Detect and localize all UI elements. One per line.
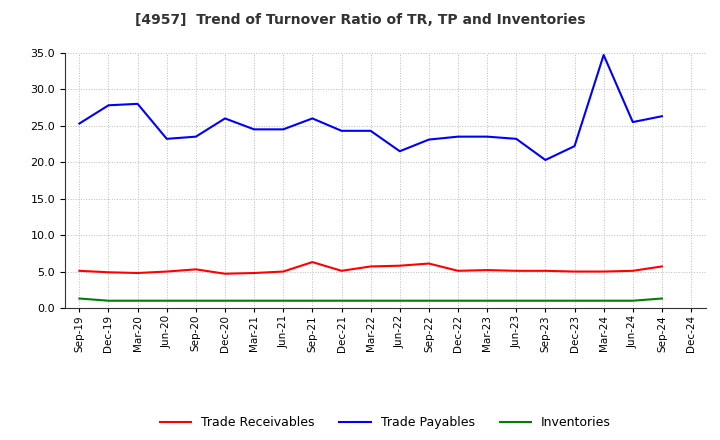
Trade Payables [512,136,521,142]
Inventories [395,298,404,303]
Inventories [425,298,433,303]
Inventories [541,298,550,303]
Trade Receivables [104,270,113,275]
Inventories [192,298,200,303]
Line: Trade Receivables: Trade Receivables [79,262,662,274]
Trade Payables [220,116,229,121]
Trade Payables [454,134,462,139]
Inventories [599,298,608,303]
Inventories [250,298,258,303]
Trade Receivables [366,264,375,269]
Trade Payables [629,119,637,125]
Trade Payables [541,158,550,163]
Inventories [366,298,375,303]
Trade Receivables [75,268,84,273]
Trade Payables [75,121,84,126]
Trade Receivables [250,270,258,275]
Inventories [220,298,229,303]
Trade Receivables [512,268,521,273]
Trade Receivables [629,268,637,273]
Inventories [308,298,317,303]
Inventories [104,298,113,303]
Trade Payables [308,116,317,121]
Trade Receivables [133,270,142,275]
Inventories [75,296,84,301]
Trade Payables [395,149,404,154]
Trade Receivables [483,268,492,273]
Trade Receivables [425,261,433,266]
Trade Payables [279,127,287,132]
Trade Receivables [308,260,317,265]
Trade Receivables [570,269,579,274]
Trade Receivables [541,268,550,273]
Trade Receivables [163,269,171,274]
Line: Inventories: Inventories [79,298,662,301]
Trade Payables [599,52,608,58]
Trade Receivables [454,268,462,273]
Inventories [483,298,492,303]
Trade Receivables [599,269,608,274]
Inventories [279,298,287,303]
Trade Payables [104,103,113,108]
Text: [4957]  Trend of Turnover Ratio of TR, TP and Inventories: [4957] Trend of Turnover Ratio of TR, TP… [135,13,585,27]
Trade Payables [483,134,492,139]
Trade Receivables [279,269,287,274]
Inventories [629,298,637,303]
Trade Payables [366,128,375,133]
Inventories [133,298,142,303]
Inventories [570,298,579,303]
Trade Payables [192,134,200,139]
Trade Receivables [395,263,404,268]
Trade Payables [163,136,171,142]
Trade Receivables [657,264,666,269]
Inventories [512,298,521,303]
Inventories [657,296,666,301]
Trade Payables [425,137,433,142]
Line: Trade Payables: Trade Payables [79,55,662,160]
Inventories [163,298,171,303]
Trade Receivables [337,268,346,273]
Trade Payables [250,127,258,132]
Trade Payables [570,143,579,149]
Trade Payables [337,128,346,133]
Inventories [454,298,462,303]
Trade Receivables [192,267,200,272]
Inventories [337,298,346,303]
Trade Receivables [220,271,229,276]
Legend: Trade Receivables, Trade Payables, Inventories: Trade Receivables, Trade Payables, Inven… [155,411,616,434]
Trade Payables [657,114,666,119]
Trade Payables [133,101,142,106]
